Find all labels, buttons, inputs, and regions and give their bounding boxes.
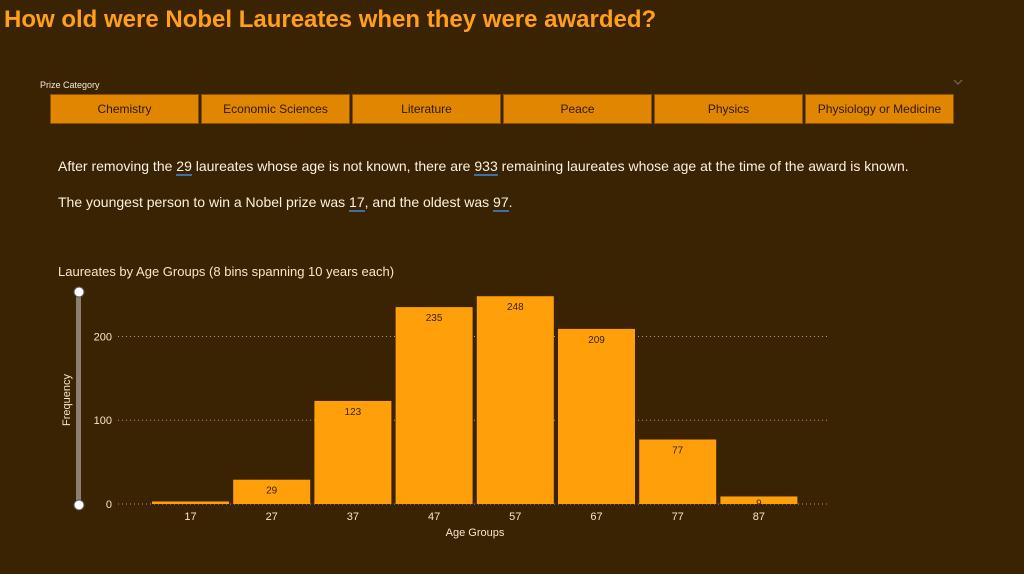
x-axis-label: Age Groups [446, 527, 505, 539]
x-tick-label: 37 [347, 511, 359, 523]
data-label: 209 [588, 335, 605, 346]
y-range-slider[interactable] [73, 286, 85, 511]
slider-top-handle[interactable] [73, 286, 85, 298]
bar-37[interactable] [314, 400, 392, 504]
bar-47[interactable] [395, 307, 473, 504]
chart-gridlines [118, 335, 828, 505]
data-label: 235 [426, 313, 443, 324]
slicer-item-literature[interactable]: Literature [352, 94, 501, 124]
x-tick-labels: 17 27 37 47 57 67 77 87 [184, 511, 765, 523]
data-label: 29 [266, 486, 278, 497]
x-tick-label: 67 [590, 511, 602, 523]
y-tick-label: 200 [94, 331, 112, 343]
x-tick-label: 47 [428, 511, 440, 523]
y-tick-label: 0 [106, 499, 112, 511]
bar-27[interactable] [233, 479, 311, 504]
data-label: 123 [345, 407, 362, 418]
bar-77[interactable] [639, 439, 717, 504]
bar-87[interactable] [720, 496, 798, 504]
slicer-item-physics[interactable]: Physics [654, 94, 803, 124]
bar-57[interactable] [476, 296, 554, 504]
x-tick-label: 17 [184, 511, 196, 523]
x-tick-label: 87 [753, 511, 765, 523]
bar-17[interactable] [152, 501, 229, 504]
summary-text: After removing the [58, 158, 177, 174]
y-tick-labels: 0 100 200 [94, 331, 112, 511]
data-label: 248 [507, 302, 524, 313]
slicer-item-peace[interactable]: Peace [503, 94, 652, 124]
prize-category-slicer: Chemistry Economic Sciences Literature P… [50, 94, 954, 126]
y-tick-label: 100 [94, 415, 112, 427]
y-axis-label: Frequency [61, 374, 73, 426]
chart-title: Laureates by Age Groups (8 bins spanning… [58, 264, 395, 279]
data-label: 3 [188, 503, 194, 514]
slider-bottom-handle[interactable] [73, 499, 85, 511]
summary-text: , and the oldest was [364, 194, 494, 210]
summary-text: laureates whose age is not known, there … [191, 158, 475, 174]
slicer-item-economic-sciences[interactable]: Economic Sciences [201, 94, 350, 124]
slicer-label: Prize Category [40, 80, 100, 90]
slicer-item-chemistry[interactable]: Chemistry [50, 94, 199, 124]
summary-text: . [508, 194, 513, 210]
x-tick-label: 27 [266, 511, 278, 523]
data-label: 9 [756, 498, 762, 509]
summary-line-2: The youngest person to win a Nobel prize… [58, 194, 513, 212]
x-tick-label: 77 [672, 511, 684, 523]
known-count: 933 [474, 158, 498, 176]
summary-text: remaining laureates whose age at the tim… [497, 158, 909, 174]
x-tick-label: 57 [509, 511, 521, 523]
age-histogram-chart: 3 29 123 235 248 209 77 9 17 27 37 47 57 67 77 87 0 100… [61, 286, 828, 539]
unknown-count: 29 [176, 158, 192, 176]
oldest-age: 97 [493, 194, 509, 212]
slicer-item-physiology-or-medicine[interactable]: Physiology or Medicine [805, 94, 954, 124]
youngest-age: 17 [349, 194, 365, 212]
bar-67[interactable] [558, 328, 635, 504]
summary-text: The youngest person to win a Nobel prize… [58, 194, 350, 210]
data-label: 77 [672, 445, 684, 456]
summary-line-1: After removing the 29 laureates whose ag… [58, 158, 909, 176]
chevron-down-icon[interactable] [953, 78, 963, 86]
chart-bars: 3 29 123 235 248 209 77 9 [152, 296, 798, 514]
slider-track[interactable] [76, 292, 81, 505]
page-title: How old were Nobel Laureates when they w… [4, 6, 657, 33]
